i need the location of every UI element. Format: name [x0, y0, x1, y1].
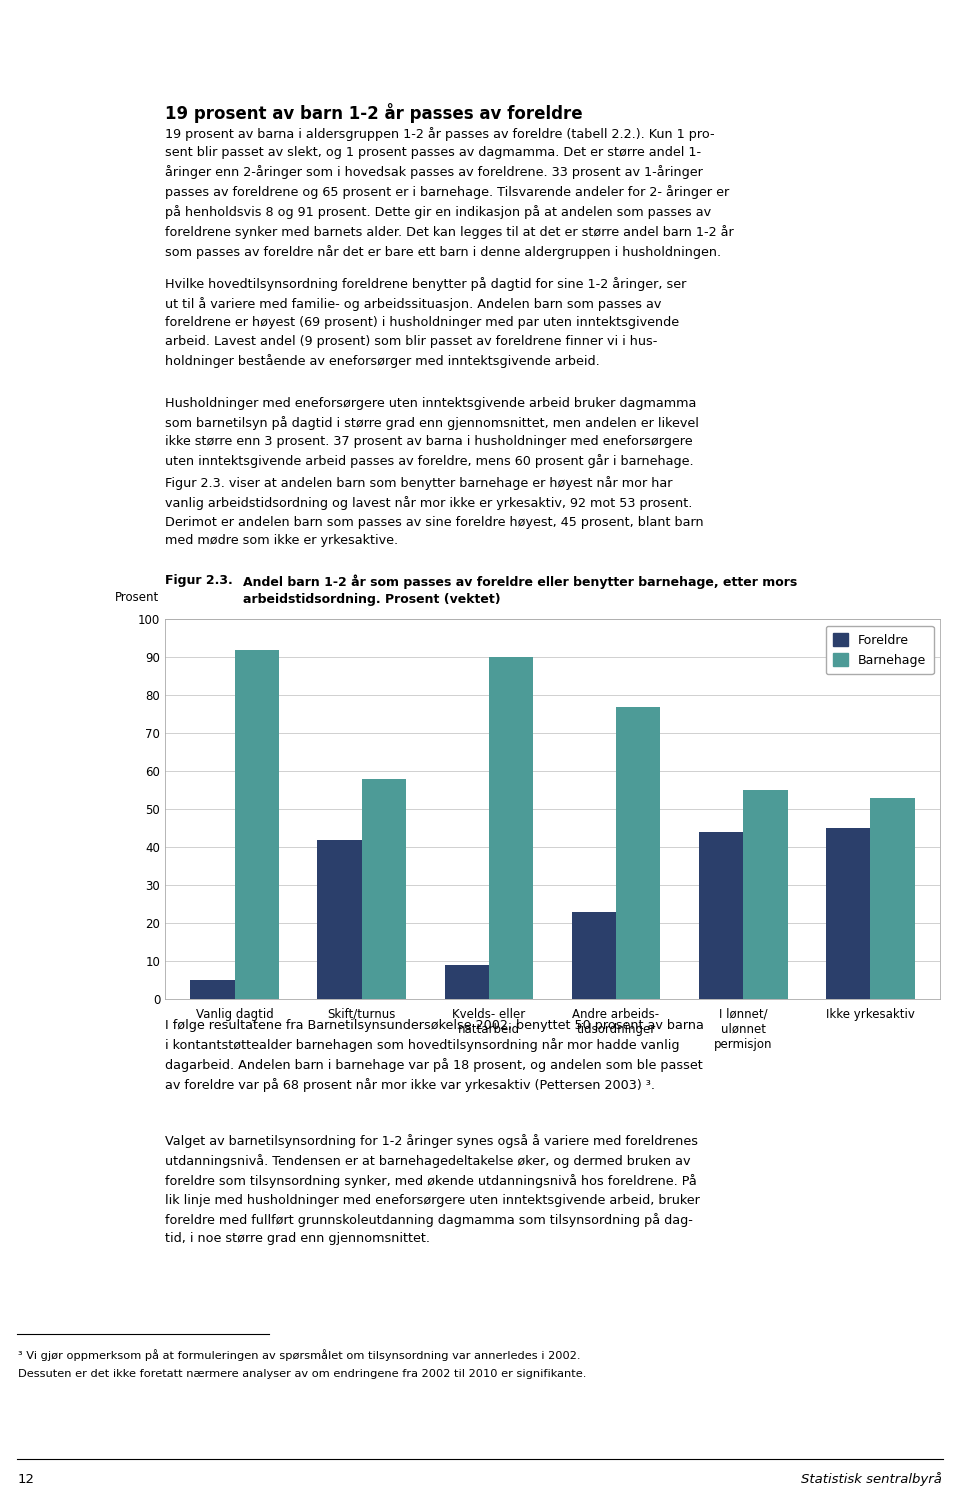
Bar — [235, 649, 279, 999]
Text: Prosent: Prosent — [114, 591, 158, 605]
Bar — [362, 779, 406, 999]
Legend: Foreldre, Barnehage: Foreldre, Barnehage — [826, 625, 934, 675]
Bar — [826, 828, 870, 999]
Bar — [489, 657, 534, 999]
Text: Hvilke hovedtilsynsordning foreldrene benytter på dagtid for sine 1-2 åringer, s: Hvilke hovedtilsynsordning foreldrene be… — [165, 277, 686, 368]
Text: 19 prosent av barna i aldersgruppen 1-2 år passes av foreldre (tabell 2.2.). Kun: 19 prosent av barna i aldersgruppen 1-2 … — [165, 127, 733, 259]
Bar — [699, 832, 743, 999]
Text: 12: 12 — [18, 1473, 35, 1486]
Text: ³ Vi gjør oppmerksom på at formuleringen av spørsmålet om tilsynsordning var ann: ³ Vi gjør oppmerksom på at formuleringen… — [18, 1349, 581, 1361]
Bar — [743, 791, 787, 999]
Text: Husholdninger med eneforsørgere uten inntektsgivende arbeid bruker dagmamma
som : Husholdninger med eneforsørgere uten inn… — [165, 396, 699, 468]
Text: Figur 2.3.: Figur 2.3. — [165, 575, 232, 588]
Text: Statistisk sentralbyrå: Statistisk sentralbyrå — [802, 1473, 942, 1486]
Bar — [616, 707, 660, 999]
Bar — [318, 840, 362, 999]
Bar — [571, 911, 616, 999]
Text: I følge resultatene fra Barnetilsynsundersøkelse 2002, benyttet 50 prosent av ba: I følge resultatene fra Barnetilsynsunde… — [165, 1018, 704, 1093]
Text: Rapporter 34/2011: Rapporter 34/2011 — [830, 16, 943, 28]
Text: Dessuten er det ikke foretatt nærmere analyser av om endringene fra 2002 til 201: Dessuten er det ikke foretatt nærmere an… — [18, 1368, 587, 1379]
Text: Andel barn 1-2 år som passes av foreldre eller benytter barnehage, etter mors
ar: Andel barn 1-2 år som passes av foreldre… — [243, 575, 797, 606]
Bar — [444, 965, 489, 999]
Text: Valget av barnetilsynsordning for 1-2 åringer synes også å variere med foreldren: Valget av barnetilsynsordning for 1-2 år… — [165, 1135, 700, 1245]
Text: 19 prosent av barn 1-2 år passes av foreldre: 19 prosent av barn 1-2 år passes av fore… — [165, 103, 583, 122]
Text: Barnefamiliers tilsynsordninger, høsten 2010: Barnefamiliers tilsynsordninger, høsten … — [17, 16, 284, 28]
Bar — [190, 980, 235, 999]
Bar — [870, 798, 915, 999]
Text: Figur 2.3. viser at andelen barn som benytter barnehage er høyest når mor har
va: Figur 2.3. viser at andelen barn som ben… — [165, 476, 704, 548]
